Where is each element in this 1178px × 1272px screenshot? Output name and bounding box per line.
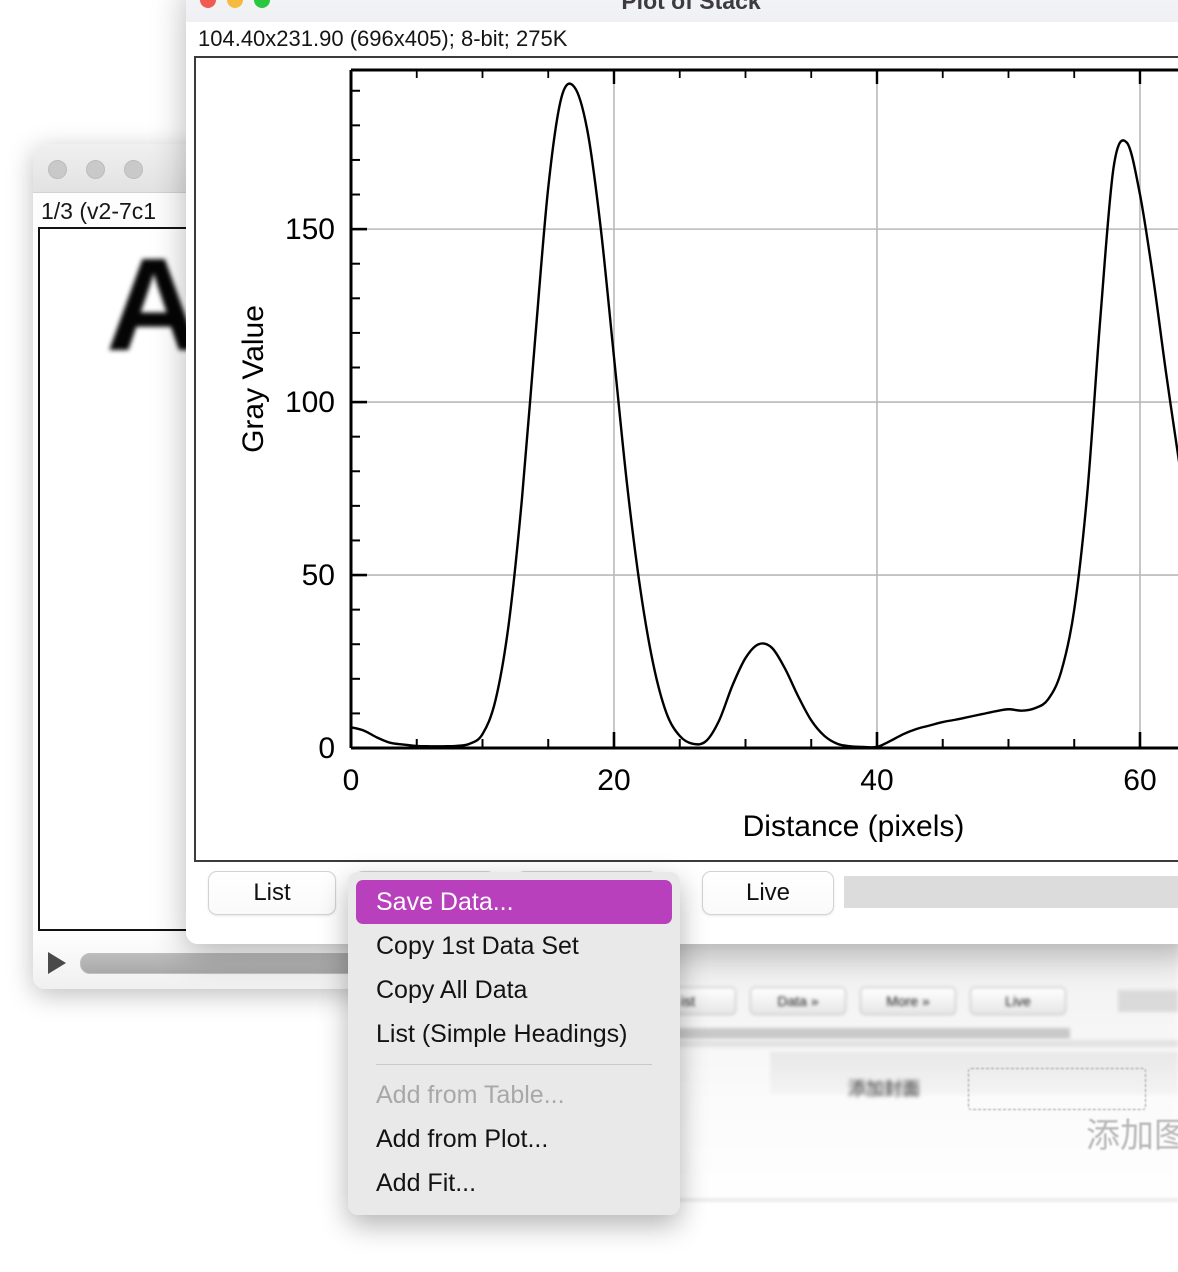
play-triangle-icon[interactable]: [48, 952, 66, 974]
background-progress-bar: [1118, 990, 1178, 1012]
menu-item-list-simple-headings[interactable]: List (Simple Headings): [376, 1019, 628, 1048]
menu-item-add-from-plot[interactable]: Add from Plot...: [376, 1124, 549, 1153]
svg-text:Distance (pixels): Distance (pixels): [743, 810, 965, 843]
save-context-menu[interactable]: Save Data... Copy 1st Data Set Copy All …: [348, 872, 680, 1215]
svg-text:40: 40: [860, 764, 893, 797]
background-button-live[interactable]: Live: [970, 987, 1066, 1015]
svg-text:20: 20: [597, 764, 630, 797]
plot-window[interactable]: Plot of Stack 104.40x231.90 (696x405); 8…: [186, 0, 1178, 944]
svg-text:150: 150: [285, 213, 335, 246]
background-panel-edge: [498, 1198, 1178, 1202]
background-cover-label: 添加封面: [848, 1079, 920, 1099]
background-button-data[interactable]: Data »: [750, 987, 846, 1015]
list-button[interactable]: List: [208, 871, 336, 915]
svg-text:100: 100: [285, 386, 335, 419]
plot-info-bar: 104.40x231.90 (696x405); 8-bit; 275K: [186, 22, 1178, 56]
svg-text:60: 60: [1123, 764, 1156, 797]
plot-traffic-lights[interactable]: [200, 0, 270, 8]
svg-text:50: 50: [302, 559, 335, 592]
background-add-image-label: 添加图: [1086, 1117, 1178, 1155]
menu-item-copy-1st-data-set[interactable]: Copy 1st Data Set: [376, 931, 579, 960]
background-toolbar: ist Data » More » Live: [640, 986, 1178, 1016]
maximize-icon[interactable]: [254, 0, 270, 8]
minimize-icon[interactable]: [227, 0, 243, 8]
background-dashed-placeholder: [968, 1068, 1146, 1110]
plot-progress-bar: [844, 876, 1178, 908]
menu-item-add-fit[interactable]: Add Fit...: [376, 1168, 477, 1197]
svg-text:0: 0: [318, 732, 335, 765]
menu-item-save-data[interactable]: Save Data...: [356, 880, 672, 924]
menu-item-add-from-table: Add from Table...: [376, 1080, 565, 1109]
plot-window-title: Plot of Stack: [621, 0, 761, 14]
background-stripe-lower: [640, 1040, 1178, 1047]
image-stack-info-label: 1/3 (v2-7c1: [41, 198, 157, 224]
background-stripe-upper: [640, 1028, 1070, 1039]
plot-info-text: 104.40x231.90 (696x405); 8-bit; 275K: [198, 26, 568, 51]
live-button[interactable]: Live: [702, 871, 834, 915]
menu-separator: [376, 1064, 652, 1065]
plot-titlebar[interactable]: Plot of Stack: [186, 0, 1178, 23]
plot-canvas[interactable]: 0 50 100 150 0 20 40 60 Distance (pixels) Gray Va…: [194, 56, 1178, 862]
minimize-icon[interactable]: [86, 160, 105, 179]
svg-text:Gray Value: Gray Value: [237, 305, 270, 453]
background-button-more[interactable]: More »: [860, 987, 956, 1015]
close-icon[interactable]: [48, 160, 67, 179]
background-cover-strip: [770, 1052, 1178, 1094]
maximize-icon[interactable]: [124, 160, 143, 179]
menu-item-copy-all-data[interactable]: Copy All Data: [376, 975, 528, 1004]
image-stack-traffic-lights[interactable]: [48, 160, 143, 179]
canvas-letter-glyph: A: [106, 231, 202, 378]
plot-button-row: List Save... More » Live: [186, 866, 1178, 944]
close-icon[interactable]: [200, 0, 216, 8]
profile-plot-svg: 0 50 100 150 0 20 40 60 Distance (pixels) Gray Va…: [237, 68, 1178, 843]
svg-text:0: 0: [343, 764, 360, 797]
